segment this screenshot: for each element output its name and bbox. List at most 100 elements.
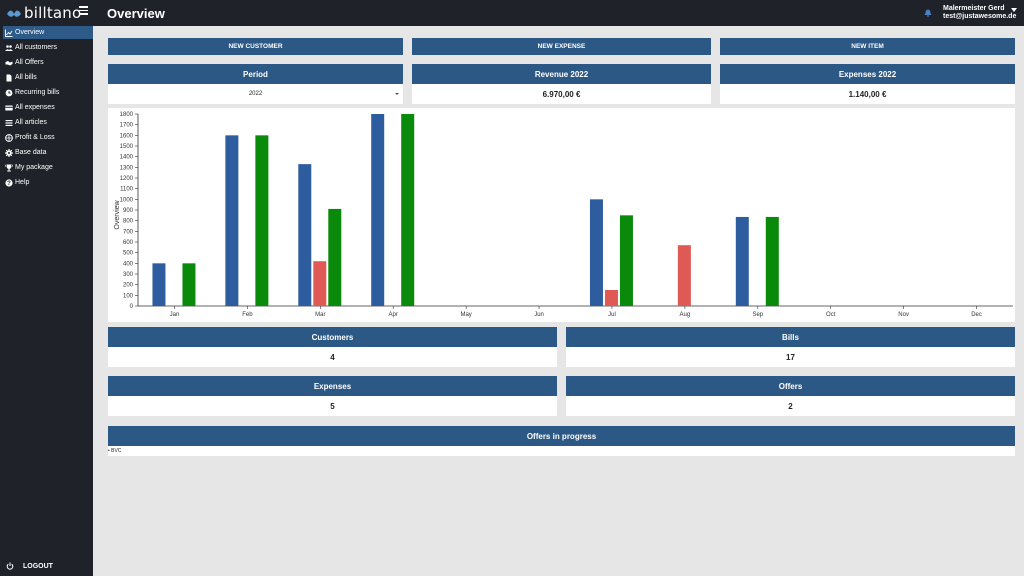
sidebar-item-all-bills[interactable]: All bills [3,71,93,84]
chart-bar [152,263,166,306]
chart-bar [735,216,749,306]
chart-bar [255,135,269,306]
chart-y-tick-label: 400 [123,261,134,267]
expenses-count-header: Expenses [108,376,557,396]
logout-button[interactable]: LOGOUT [6,560,66,572]
overview-chart: Overview 0 100 200 300 400 500 600 700 800 900 100… [108,108,1015,322]
chart-x-tick-label: Nov [898,312,909,318]
list-icon [5,119,13,126]
sidebar-item-my-package[interactable]: My package [3,161,93,174]
chart-x-tick-label: Aug [680,312,691,318]
bell-icon[interactable] [924,9,932,17]
page-title: Overview [107,6,165,21]
chart-y-tick-label: 1800 [120,112,134,118]
bills-header: Bills [566,327,1015,347]
chart-x-tick-label: Apr [389,312,398,318]
trophy-icon [5,164,13,171]
sidebar-item-all-offers[interactable]: All Offers [3,56,93,69]
chart-x-tick-label: Jun [534,312,544,318]
chart-ylabel: Overview [114,199,121,229]
sidebar-item-label: Overview [15,29,45,36]
question-icon: ? [5,178,13,187]
chart-y-tick-label: 800 [123,219,134,225]
chart-bar [765,216,779,306]
user-name: Malermeister Gerd [943,5,1005,12]
top-bar: billtano Overview Malermeister Gerd test… [0,0,1024,26]
list-item[interactable]: • BVC [108,448,122,454]
offers-value: 2 [566,396,1015,416]
chart-x-tick-label: Mar [315,312,325,318]
sidebar: Overview All customers All Offers All bi… [0,26,93,576]
chart-bar [589,199,603,306]
revenue-value: 6.970,00 € [412,84,711,104]
sidebar-item-all-customers[interactable]: All customers [3,41,93,54]
sidebar-item-label: All articles [15,119,47,126]
chart-y-tick-label: 0 [130,304,134,310]
offers-header: Offers [566,376,1015,396]
chart-x-tick-label: Feb [242,312,253,318]
sidebar-item-profit-loss[interactable]: Profit & Loss [3,131,93,144]
chart-y-tick-label: 300 [123,272,134,278]
sidebar-item-all-articles[interactable]: All articles [3,116,93,129]
chart-bar [677,245,691,306]
expenses-header: Expenses 2022 [720,64,1015,84]
power-icon [6,562,14,570]
credit-card-icon [5,105,13,110]
customers-header: Customers [108,327,557,347]
chart-x-tick-label: Dec [971,312,982,318]
menu-toggle-icon[interactable] [79,6,88,15]
user-email: test@justawesome.de [943,13,1017,20]
sidebar-item-all-expenses[interactable]: All expenses [3,101,93,114]
chart-bar [298,164,312,306]
clock-icon [5,89,13,96]
chart-y-tick-label: 200 [123,283,134,289]
chart-y-tick-label: 1100 [120,187,134,193]
chart-bar [225,135,239,306]
chart-x-tick-label: Jul [608,312,616,318]
chart-bar [371,114,385,306]
chart-bar [619,215,633,306]
period-selected-value: 2022 [248,91,263,97]
sidebar-item-label: All customers [15,44,58,51]
user-menu[interactable]: Malermeister Gerd test@justawesome.de [943,5,1016,21]
new-customer-button[interactable]: NEW CUSTOMER [108,38,403,55]
svg-text:?: ? [7,181,11,187]
new-expense-button[interactable]: NEW EXPENSE [412,38,711,55]
chart-y-tick-label: 900 [123,208,134,214]
chart-x-tick-label: Sep [752,312,763,318]
sidebar-item-label: All bills [15,74,37,81]
logo-text: billtano [24,4,82,22]
chart-icon [5,29,13,37]
customers-value: 4 [108,347,557,367]
logo[interactable]: billtano [6,3,81,23]
new-item-button[interactable]: NEW ITEM [720,38,1015,55]
sidebar-item-overview[interactable]: Overview [3,26,93,39]
chart-y-tick-label: 1700 [120,123,134,129]
sidebar-item-label: Base data [15,149,47,156]
chart-y-tick-label: 1600 [120,133,134,139]
chart-y-tick-label: 1500 [120,144,134,150]
sidebar-item-recurring-bills[interactable]: Recurring bills [3,86,93,99]
chart-x-tick-label: Jan [170,312,180,318]
chart-y-tick-label: 600 [123,240,134,246]
chart-y-tick-label: 100 [123,293,134,299]
chart-y-tick-label: 500 [123,251,134,257]
users-icon [5,44,13,51]
sidebar-item-base-data[interactable]: Base data [3,146,93,159]
chart-y-tick-label: 1200 [120,176,134,182]
chevron-down-icon [395,93,399,95]
expenses-count-value: 5 [108,396,557,416]
sidebar-item-label: Help [15,179,30,186]
chart-y-tick-label: 1000 [120,197,134,203]
chevron-down-icon[interactable] [1011,8,1017,12]
sidebar-item-label: Recurring bills [15,89,60,96]
offers-in-progress-list: • BVC [108,446,1015,456]
period-header: Period [108,64,403,84]
sidebar-item-label: All Offers [15,59,44,66]
chart-y-tick-label: 1400 [120,155,134,161]
file-icon [6,74,12,81]
bills-value: 17 [566,347,1015,367]
chart-bar [328,208,342,306]
period-select[interactable]: 2022 [108,84,403,104]
sidebar-item-help[interactable]: ? Help [3,176,93,189]
